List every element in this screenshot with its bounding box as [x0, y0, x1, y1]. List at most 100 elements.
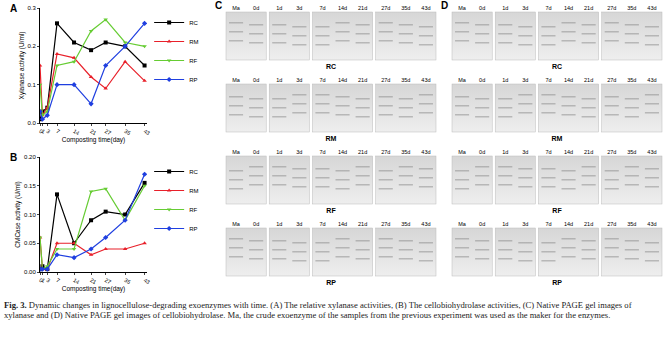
svg-text:Ma: Ma — [232, 77, 241, 83]
svg-text:14: 14 — [72, 277, 80, 285]
svg-text:1d: 1d — [502, 5, 508, 11]
svg-text:21d: 21d — [358, 149, 367, 155]
svg-text:0d: 0d — [253, 77, 259, 83]
svg-text:1d: 1d — [502, 149, 508, 155]
svg-text:21d: 21d — [358, 221, 367, 227]
svg-text:35d: 35d — [401, 77, 410, 83]
svg-text:35d: 35d — [401, 5, 410, 11]
svg-text:21d: 21d — [584, 77, 593, 83]
svg-text:35d: 35d — [401, 221, 410, 227]
svg-text:1d: 1d — [276, 149, 282, 155]
svg-text:0.15: 0.15 — [24, 183, 36, 189]
svg-text:RM: RM — [189, 188, 198, 194]
svg-text:Ma: Ma — [458, 221, 467, 227]
svg-text:3d: 3d — [296, 77, 302, 83]
svg-text:RM: RM — [326, 135, 337, 142]
svg-text:3d: 3d — [522, 5, 528, 11]
svg-text:21d: 21d — [584, 221, 593, 227]
svg-text:1d: 1d — [502, 221, 508, 227]
svg-text:RC: RC — [552, 63, 562, 70]
svg-text:3: 3 — [45, 128, 51, 135]
svg-text:43d: 43d — [421, 221, 430, 227]
svg-text:43d: 43d — [647, 149, 656, 155]
svg-text:7: 7 — [55, 128, 61, 135]
svg-text:3d: 3d — [296, 149, 302, 155]
svg-text:Ma: Ma — [458, 5, 467, 11]
svg-text:RF: RF — [326, 207, 336, 214]
svg-text:35: 35 — [123, 128, 131, 136]
svg-text:0: 0 — [38, 277, 44, 284]
svg-text:C: C — [215, 0, 222, 11]
svg-text:7: 7 — [55, 277, 61, 284]
svg-text:0d: 0d — [253, 149, 259, 155]
svg-text:35d: 35d — [627, 221, 636, 227]
svg-text:27d: 27d — [607, 5, 616, 11]
svg-text:14d: 14d — [338, 5, 347, 11]
svg-text:3d: 3d — [296, 5, 302, 11]
svg-text:0d: 0d — [253, 5, 259, 11]
svg-text:0d: 0d — [479, 221, 485, 227]
svg-text:14d: 14d — [338, 149, 347, 155]
svg-text:1: 1 — [41, 277, 47, 284]
svg-text:1d: 1d — [276, 77, 282, 83]
svg-text:RF: RF — [189, 58, 197, 64]
svg-text:35d: 35d — [627, 5, 636, 11]
svg-text:D: D — [441, 0, 448, 11]
svg-text:RC: RC — [189, 20, 198, 26]
svg-text:27d: 27d — [381, 5, 390, 11]
svg-text:7d: 7d — [319, 77, 325, 83]
svg-text:0.00: 0.00 — [24, 269, 36, 275]
svg-text:3d: 3d — [522, 77, 528, 83]
svg-text:RP: RP — [326, 279, 336, 286]
svg-text:43: 43 — [143, 277, 151, 285]
svg-text:Ma: Ma — [458, 77, 467, 83]
svg-text:RP: RP — [189, 226, 197, 232]
svg-text:RP: RP — [189, 77, 197, 83]
svg-text:0.20: 0.20 — [24, 154, 36, 160]
svg-text:3d: 3d — [522, 221, 528, 227]
svg-text:35d: 35d — [627, 149, 636, 155]
svg-text:27d: 27d — [381, 221, 390, 227]
svg-text:14d: 14d — [338, 77, 347, 83]
svg-text:0d: 0d — [479, 77, 485, 83]
svg-text:43d: 43d — [421, 5, 430, 11]
svg-text:14d: 14d — [564, 5, 573, 11]
svg-text:21d: 21d — [358, 77, 367, 83]
svg-text:43d: 43d — [647, 5, 656, 11]
svg-text:0d: 0d — [479, 5, 485, 11]
svg-text:7d: 7d — [545, 221, 551, 227]
svg-text:0.05: 0.05 — [24, 240, 36, 246]
svg-text:0.0: 0.0 — [27, 120, 36, 126]
svg-text:Xylanase activity (U/ml): Xylanase activity (U/ml) — [18, 32, 26, 100]
svg-text:RM: RM — [189, 39, 198, 45]
svg-text:21: 21 — [89, 128, 97, 136]
svg-text:35: 35 — [123, 277, 131, 285]
svg-text:0d: 0d — [253, 221, 259, 227]
svg-text:3: 3 — [45, 277, 51, 284]
svg-text:27d: 27d — [381, 77, 390, 83]
svg-text:14d: 14d — [564, 77, 573, 83]
svg-text:Ma: Ma — [458, 149, 467, 155]
svg-text:14d: 14d — [338, 221, 347, 227]
svg-text:CMCase activity (U/ml): CMCase activity (U/ml) — [14, 181, 22, 247]
svg-text:14: 14 — [72, 128, 80, 136]
svg-text:7d: 7d — [545, 5, 551, 11]
svg-text:7d: 7d — [319, 5, 325, 11]
svg-text:21: 21 — [89, 277, 97, 285]
svg-text:27d: 27d — [607, 149, 616, 155]
svg-text:0.1: 0.1 — [27, 82, 36, 88]
svg-text:43d: 43d — [647, 221, 656, 227]
svg-text:Ma: Ma — [232, 5, 241, 11]
svg-text:0.10: 0.10 — [24, 212, 36, 218]
svg-text:Ma: Ma — [232, 221, 241, 227]
svg-text:RC: RC — [189, 169, 198, 175]
svg-text:27: 27 — [104, 277, 112, 285]
svg-text:27: 27 — [104, 128, 112, 136]
svg-text:21d: 21d — [584, 149, 593, 155]
svg-text:1: 1 — [41, 128, 47, 135]
svg-text:7d: 7d — [319, 149, 325, 155]
svg-text:Composting time(day): Composting time(day) — [62, 285, 126, 293]
svg-text:43d: 43d — [421, 77, 430, 83]
svg-text:27d: 27d — [381, 149, 390, 155]
svg-text:14d: 14d — [564, 221, 573, 227]
